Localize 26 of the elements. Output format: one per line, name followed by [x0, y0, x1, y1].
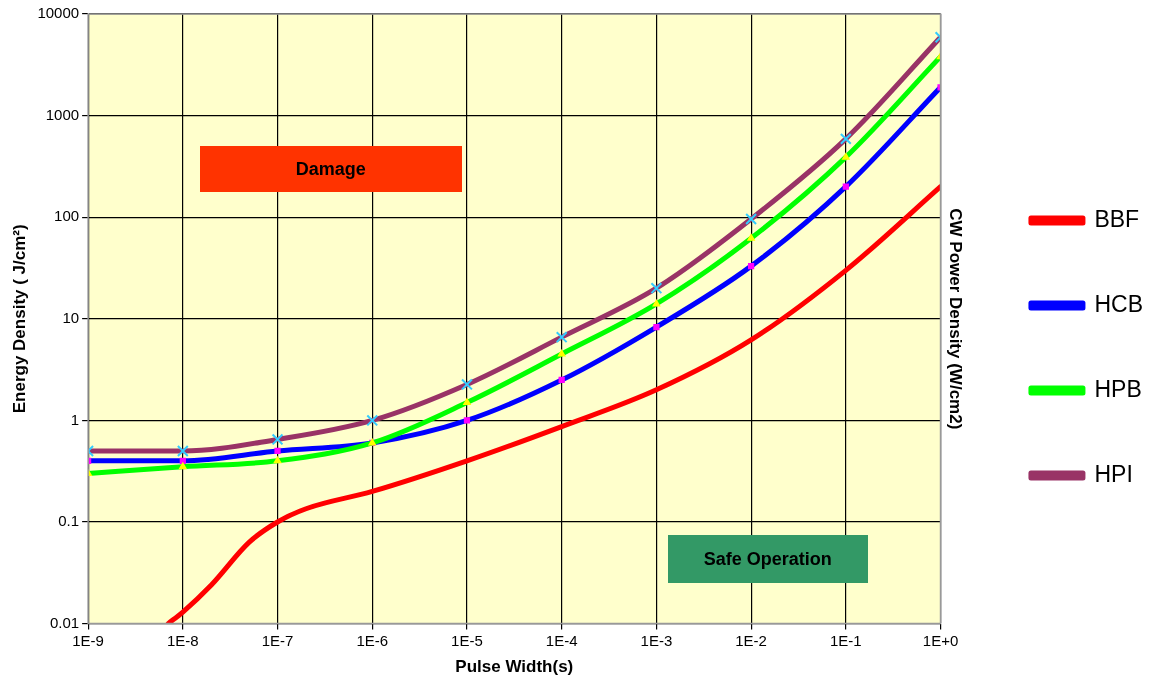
x-tick-label: 1E-8: [166, 631, 199, 649]
y-tick-label: 10: [62, 308, 80, 326]
y-tick-label: 1: [70, 410, 80, 428]
legend-label: HPB: [1094, 375, 1142, 402]
x-tick-label: 1E-1: [829, 631, 862, 649]
x-tick-label: 1E-3: [640, 631, 673, 649]
y-tick-label: 0.01: [49, 613, 80, 631]
note-box: Damage: [199, 146, 462, 193]
x-axis-title: Pulse Width(s): [455, 657, 574, 677]
y-tick-label: 100: [54, 207, 80, 225]
x-tick-label: 1E-5: [451, 631, 483, 649]
x-tick-label: 1E-9: [72, 631, 104, 649]
x-tick-label: 1E-2: [735, 631, 767, 649]
x-tick-label: 1E+0: [922, 631, 959, 649]
legend-label: BBF: [1094, 205, 1140, 232]
y-axis-title: Energy Density ( J/cm²): [9, 224, 29, 414]
legend-label: HCB: [1094, 290, 1143, 317]
x-tick-label: 1E-4: [545, 631, 578, 649]
legend-label: HPI: [1094, 460, 1133, 487]
y-tick-label: 0.1: [58, 512, 80, 530]
y2-axis-title: CW Power Density (W/cm2): [946, 208, 966, 430]
x-tick-label: 1E-7: [261, 631, 294, 649]
x-tick-label: 1E-6: [356, 631, 389, 649]
y-tick-label: 1000: [45, 105, 80, 123]
y-tick-label: 10000: [37, 4, 80, 22]
note-box: Safe Operation: [667, 535, 868, 584]
